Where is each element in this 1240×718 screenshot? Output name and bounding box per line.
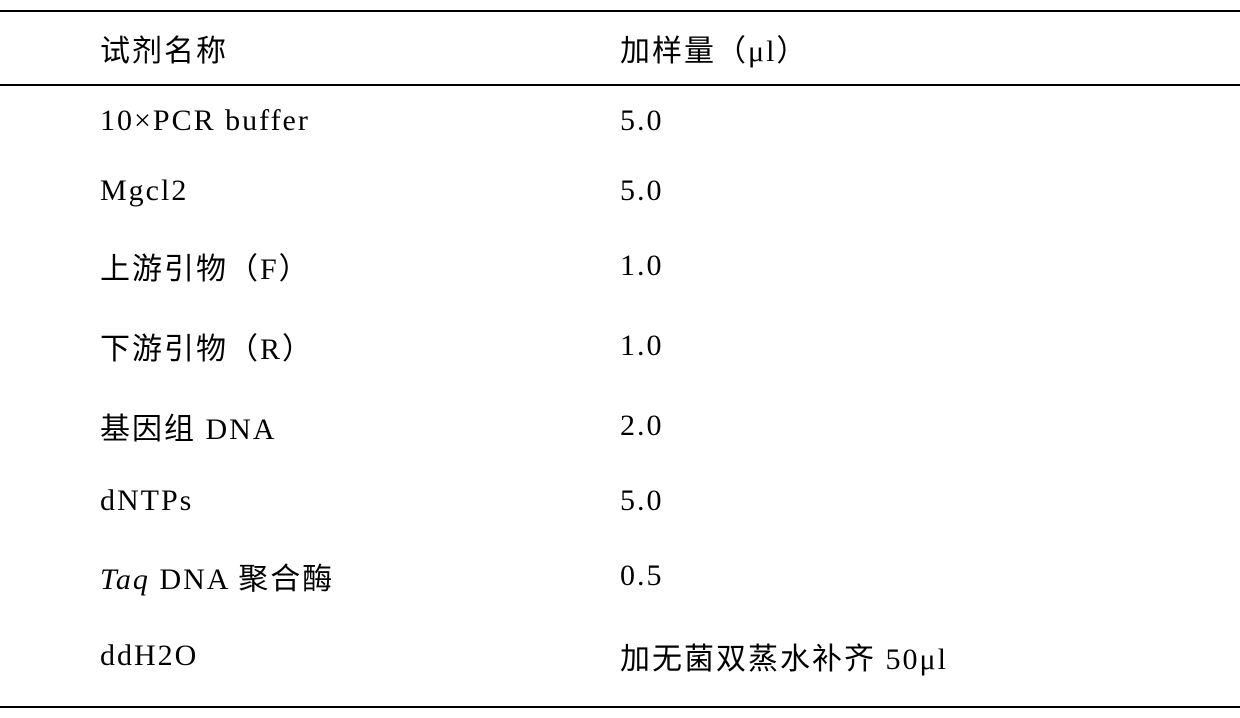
table-row: Mgcl2 5.0 <box>0 156 1240 226</box>
cell-name: 10×PCR buffer <box>0 85 620 156</box>
cell-name: 上游引物（F） <box>0 226 620 306</box>
table-row: 10×PCR buffer 5.0 <box>0 85 1240 156</box>
table-header-row: 试剂名称 加样量（μl） <box>0 11 1240 85</box>
cell-name: 基因组 DNA <box>0 386 620 466</box>
cell-name: Mgcl2 <box>0 156 620 226</box>
cell-amount: 5.0 <box>620 466 1240 536</box>
table-row: 上游引物（F） 1.0 <box>0 226 1240 306</box>
italic-prefix: Taq <box>100 563 150 596</box>
cell-amount: 1.0 <box>620 306 1240 386</box>
col-header-name: 试剂名称 <box>0 11 620 85</box>
cell-amount: 5.0 <box>620 85 1240 156</box>
cell-name: 下游引物（R） <box>0 306 620 386</box>
cell-name: ddH2O <box>0 616 620 707</box>
col-header-amount: 加样量（μl） <box>620 11 1240 85</box>
table-row: Taq DNA 聚合酶 0.5 <box>0 536 1240 616</box>
cell-amount: 1.0 <box>620 226 1240 306</box>
table-row: dNTPs 5.0 <box>0 466 1240 536</box>
reagent-table-container: 试剂名称 加样量（μl） 10×PCR buffer 5.0 Mgcl2 5.0… <box>0 0 1240 718</box>
cell-amount: 2.0 <box>620 386 1240 466</box>
cell-name-rest: DNA 聚合酶 <box>150 563 334 596</box>
reagent-table: 试剂名称 加样量（μl） 10×PCR buffer 5.0 Mgcl2 5.0… <box>0 10 1240 708</box>
cell-name: dNTPs <box>0 466 620 536</box>
cell-amount: 5.0 <box>620 156 1240 226</box>
table-row: 基因组 DNA 2.0 <box>0 386 1240 466</box>
cell-amount: 加无菌双蒸水补齐 50μl <box>620 616 1240 707</box>
table-body: 10×PCR buffer 5.0 Mgcl2 5.0 上游引物（F） 1.0 … <box>0 85 1240 707</box>
cell-name: Taq DNA 聚合酶 <box>0 536 620 616</box>
table-row: 下游引物（R） 1.0 <box>0 306 1240 386</box>
cell-amount: 0.5 <box>620 536 1240 616</box>
table-row: ddH2O 加无菌双蒸水补齐 50μl <box>0 616 1240 707</box>
